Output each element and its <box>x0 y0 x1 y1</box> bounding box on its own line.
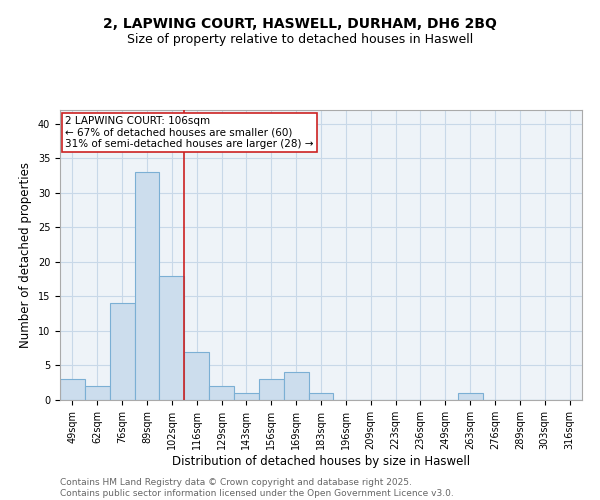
Text: 2, LAPWING COURT, HASWELL, DURHAM, DH6 2BQ: 2, LAPWING COURT, HASWELL, DURHAM, DH6 2… <box>103 18 497 32</box>
Text: Size of property relative to detached houses in Haswell: Size of property relative to detached ho… <box>127 32 473 46</box>
Bar <box>259 380 284 400</box>
Bar <box>60 380 85 400</box>
Bar <box>284 372 308 400</box>
Bar <box>209 386 234 400</box>
Text: 2 LAPWING COURT: 106sqm
← 67% of detached houses are smaller (60)
31% of semi-de: 2 LAPWING COURT: 106sqm ← 67% of detache… <box>65 116 314 149</box>
Text: Contains HM Land Registry data © Crown copyright and database right 2025.
Contai: Contains HM Land Registry data © Crown c… <box>60 478 454 498</box>
Bar <box>308 393 334 400</box>
Bar <box>110 304 134 400</box>
Y-axis label: Number of detached properties: Number of detached properties <box>19 162 32 348</box>
Bar <box>234 393 259 400</box>
Bar <box>160 276 184 400</box>
X-axis label: Distribution of detached houses by size in Haswell: Distribution of detached houses by size … <box>172 454 470 468</box>
Bar <box>134 172 160 400</box>
Bar <box>85 386 110 400</box>
Bar <box>458 393 482 400</box>
Bar <box>184 352 209 400</box>
